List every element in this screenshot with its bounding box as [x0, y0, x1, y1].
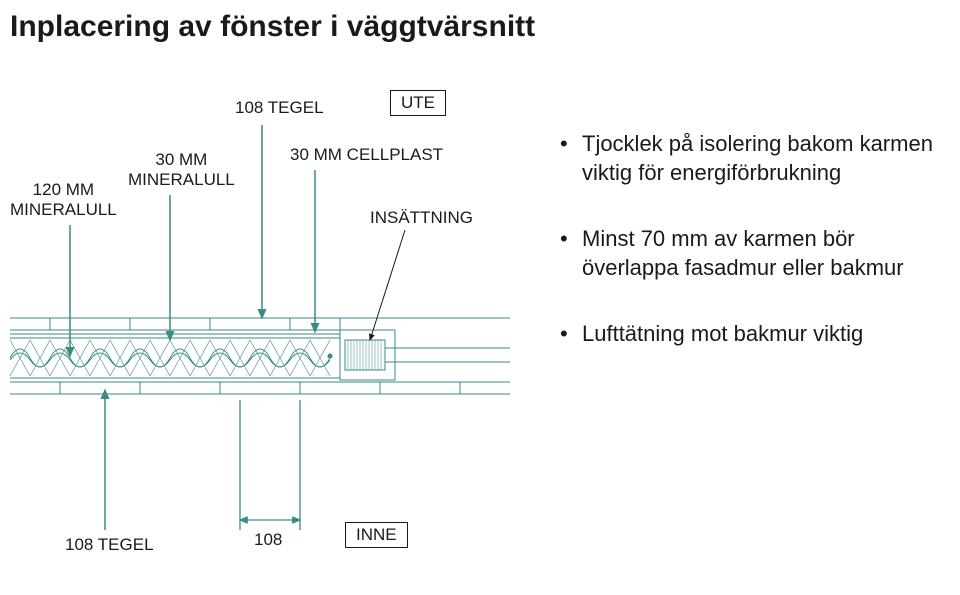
label-ute: UTE: [390, 90, 446, 116]
label-cellplast: 30 MM CELLPLAST: [290, 145, 443, 165]
label-inne: INNE: [345, 522, 408, 548]
bullet-list: Tjocklek på isolering bakom karmen vikti…: [560, 130, 940, 387]
bullet-2: Minst 70 mm av karmen bör överlappa fasa…: [560, 225, 940, 282]
label-tegel-bottom: 108 TEGEL: [65, 535, 154, 555]
cross-section-diagram: 108 TEGEL UTE 30 MM CELLPLAST 30 MM MINE…: [10, 90, 510, 580]
label-tegel-top: 108 TEGEL: [235, 98, 324, 118]
label-mineralull120: 120 MM MINERALULL: [10, 180, 117, 221]
label-dim108: 108: [254, 530, 282, 550]
page-title: Inplacering av fönster i väggtvärsnitt: [10, 10, 535, 44]
bullet-1: Tjocklek på isolering bakom karmen vikti…: [560, 130, 940, 187]
bullet-3: Lufttätning mot bakmur viktig: [560, 320, 940, 349]
label-mineralull30: 30 MM MINERALULL: [128, 150, 235, 191]
label-insattning: INSÄTTNING: [370, 208, 473, 228]
